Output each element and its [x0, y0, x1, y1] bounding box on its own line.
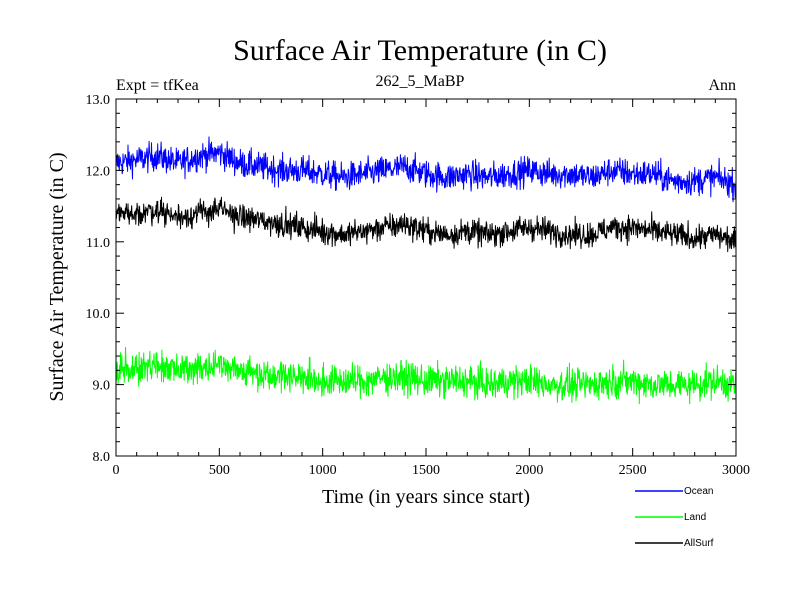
y-tick-label: 12.0	[86, 164, 111, 179]
x-tick-label: 3000	[722, 463, 750, 478]
y-tick-label: 11.0	[86, 236, 110, 251]
series-layer	[115, 136, 737, 405]
y-tick-label: 8.0	[93, 450, 111, 465]
legend: Ocean Land AllSurf	[635, 486, 714, 549]
x-tick-label: 1000	[309, 463, 337, 478]
x-tick-label: 0	[113, 463, 120, 478]
series-line-land	[115, 346, 737, 405]
legend-label-allsurf: AllSurf	[684, 538, 714, 549]
y-tick-label: 10.0	[86, 307, 111, 322]
axis-layer: 0 500 1000 1500 2000 2500 3000 8.0 9.0 10.0 11.0 12…	[86, 93, 751, 478]
chart-subtitle: 262_5_MaBP	[376, 73, 465, 90]
x-tick-label: 1500	[412, 463, 440, 478]
experiment-label: Expt = tfKea	[116, 77, 199, 94]
legend-label-land: Land	[684, 512, 706, 523]
season-label: Ann	[708, 77, 736, 94]
chart-title: Surface Air Temperature (in C)	[233, 34, 607, 67]
x-axis-label: Time (in years since start)	[322, 486, 530, 508]
y-tick-label: 9.0	[93, 379, 111, 394]
x-tick-label: 2500	[619, 463, 647, 478]
plot-frame	[115, 98, 737, 457]
x-tick-label: 500	[209, 463, 230, 478]
series-line-ocean	[115, 136, 737, 203]
y-tick-label: 13.0	[86, 93, 111, 108]
series-line-allsurf	[115, 196, 737, 253]
legend-label-ocean: Ocean	[684, 486, 713, 497]
y-axis-label: Surface Air Temperature (in C)	[46, 152, 68, 401]
x-tick-label: 2000	[515, 463, 543, 478]
